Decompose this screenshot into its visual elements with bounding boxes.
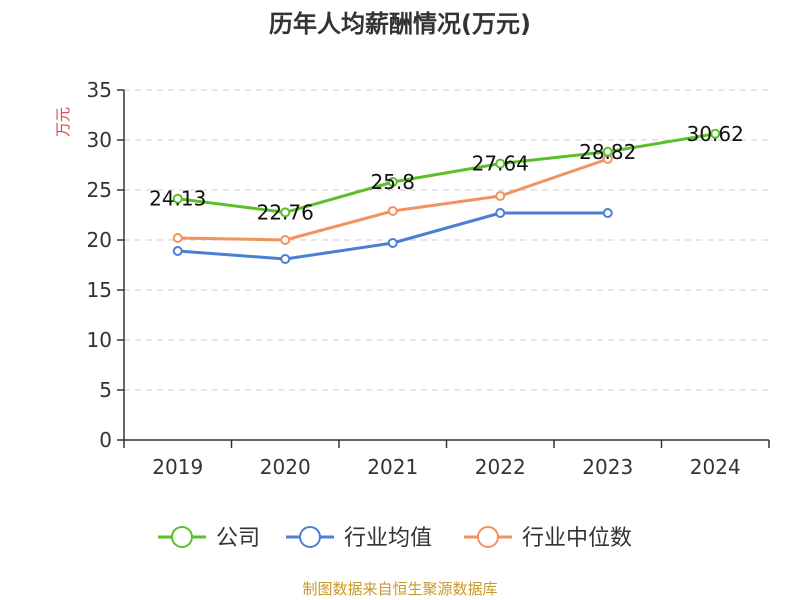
x-tick-label: 2024 <box>690 455 741 479</box>
y-tick-label: 15 <box>87 278 112 302</box>
data-point-0 <box>710 128 721 139</box>
data-point-1 <box>495 208 506 218</box>
data-point-1 <box>172 246 183 256</box>
source-note: 制图数据来自恒生聚源数据库 <box>302 580 497 598</box>
data-point-2 <box>387 206 398 216</box>
data-point-2 <box>495 191 506 201</box>
y-tick-label: 25 <box>87 178 112 202</box>
data-point-1 <box>602 208 613 218</box>
grid <box>124 89 769 391</box>
legend-label: 公司 <box>216 526 260 551</box>
y-tick-label: 0 <box>99 428 112 452</box>
data-point-0 <box>387 177 398 187</box>
data-point-1 <box>387 238 398 248</box>
x-tick-label: 2019 <box>152 455 203 479</box>
legend-marker <box>477 526 499 548</box>
legend-marker <box>299 526 321 548</box>
data-label: 22.76 <box>257 200 314 224</box>
y-tick-label: 35 <box>87 78 112 102</box>
data-label: 25.8 <box>370 170 415 194</box>
axes: 0 5 10 15 20 25 30 35 2019 2020 2021 2022 2023 2024 <box>87 78 770 479</box>
data-label: 28.82 <box>579 140 636 164</box>
x-tick-label: 2020 <box>260 455 311 479</box>
data-point-0 <box>172 193 183 204</box>
data-label: 24.13 <box>149 187 206 211</box>
data-point-0 <box>495 158 506 169</box>
data-point-0 <box>280 207 291 218</box>
data-point-1 <box>280 254 291 264</box>
chart-title: 历年人均薪酬情况(万元) <box>269 10 531 38</box>
data-point-2 <box>172 233 183 243</box>
legend[interactable]: 公司 行业均值 行业中位数 <box>158 526 632 551</box>
data-point-2 <box>280 235 291 245</box>
legend-label: 行业均值 <box>344 526 432 551</box>
legend-marker <box>171 526 193 548</box>
data-labels: 24.13 22.76 25.8 27.64 28.82 30.62 <box>149 122 744 225</box>
data-label: 30.62 <box>687 122 744 146</box>
y-axis-title: 万元 <box>54 107 72 137</box>
x-tick-label: 2022 <box>475 455 526 479</box>
data-point-0 <box>602 146 613 157</box>
y-tick-label: 30 <box>87 128 112 152</box>
x-tick-label: 2021 <box>367 455 418 479</box>
series-group <box>172 128 721 264</box>
legend-item-1[interactable]: 行业均值 <box>286 526 432 551</box>
y-tick-label: 5 <box>99 378 112 402</box>
legend-item-0[interactable]: 公司 <box>158 526 260 551</box>
series-line-1 <box>176 211 610 261</box>
y-tick-label: 10 <box>87 328 112 352</box>
series-line-0 <box>176 132 717 214</box>
y-tick-label: 20 <box>87 228 112 252</box>
legend-item-2[interactable]: 行业中位数 <box>464 526 632 551</box>
data-label: 27.64 <box>472 152 529 176</box>
legend-label: 行业中位数 <box>522 526 632 551</box>
x-tick-label: 2023 <box>582 455 633 479</box>
